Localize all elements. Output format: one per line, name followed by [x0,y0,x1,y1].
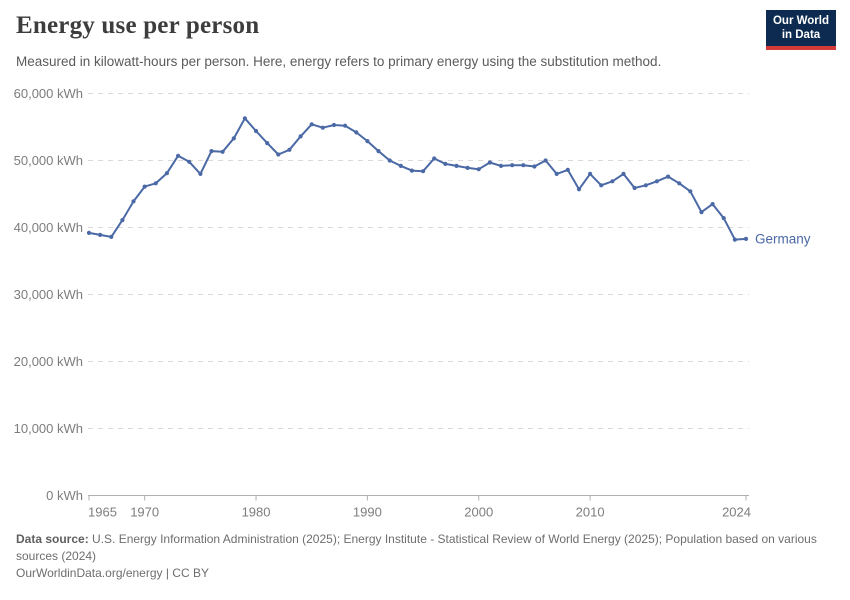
data-point[interactable] [699,210,704,215]
y-axis-label: 40,000 kWh [14,220,83,235]
data-point[interactable] [387,158,392,163]
y-axis-label: 0 kWh [46,488,83,503]
data-point[interactable] [231,136,236,141]
y-axis-label: 10,000 kWh [14,421,83,436]
data-point[interactable] [476,167,481,172]
x-axis-label: 2024 [722,505,751,520]
data-point[interactable] [276,152,281,157]
data-point[interactable] [298,134,303,139]
data-point[interactable] [721,216,726,221]
data-point[interactable] [309,122,314,127]
data-point[interactable] [654,179,660,184]
data-point[interactable] [510,163,515,168]
data-point[interactable] [688,189,693,194]
chart-subtitle: Measured in kilowatt-hours per person. H… [16,54,662,69]
data-source-text: U.S. Energy Information Administration (… [16,532,817,563]
energy-line-chart[interactable]: 0 kWh 10,000 kWh 20,000 kWh 30,000 kWh 40,00… [0,78,850,528]
data-point[interactable] [576,187,582,192]
y-axis-label: 50,000 kWh [14,153,83,168]
data-point[interactable] [86,230,92,235]
data-point[interactable] [220,149,225,154]
data-point[interactable] [153,181,158,186]
page-title: Energy use per person [16,12,260,39]
data-point[interactable] [732,237,738,242]
data-point[interactable] [554,171,559,176]
data-point[interactable] [265,141,270,146]
data-point[interactable] [465,165,470,170]
data-point[interactable] [432,156,437,161]
data-point[interactable] [666,174,671,179]
data-point[interactable] [209,149,214,154]
data-point[interactable] [198,171,203,176]
data-point[interactable] [354,130,359,135]
x-axis-label: 2010 [576,505,605,520]
data-source-line: Data source: U.S. Energy Information Adm… [16,531,834,565]
data-point[interactable] [409,168,414,173]
data-point[interactable] [176,153,181,158]
data-point[interactable] [599,183,604,188]
series-label-germany[interactable]: Germany [755,231,811,246]
data-point[interactable] [131,199,136,204]
data-point[interactable] [521,163,526,168]
data-point[interactable] [187,159,192,164]
y-axis-label: 30,000 kWh [14,287,83,302]
data-point[interactable] [109,234,114,239]
data-point[interactable] [343,123,348,128]
data-source-label: Data source: [16,532,89,546]
chart-footer: Data source: U.S. Energy Information Adm… [16,531,834,581]
data-point[interactable] [487,160,492,165]
data-point[interactable] [421,169,426,174]
x-axis-label: 1970 [130,505,159,520]
data-point[interactable] [710,202,715,207]
data-point[interactable] [454,163,459,168]
x-axis-label: 2000 [464,505,493,520]
y-axis-label: 20,000 kWh [14,354,83,369]
license-link-line[interactable]: OurWorldinData.org/energy | CC BY [16,565,209,580]
data-point[interactable] [621,171,626,176]
data-point[interactable] [632,185,637,191]
data-point[interactable] [376,149,381,154]
data-point[interactable] [398,163,403,168]
data-point[interactable] [287,147,292,152]
data-point[interactable] [498,163,504,168]
y-axis-label: 60,000 kWh [14,86,83,101]
data-point[interactable] [365,139,370,144]
data-point[interactable] [588,171,593,176]
owid-logo-line2: in Data [781,28,821,41]
data-point[interactable] [242,116,247,121]
data-point[interactable] [98,232,103,237]
data-point[interactable] [532,164,537,169]
data-point[interactable] [677,181,682,186]
data-point[interactable] [142,184,147,189]
owid-logo[interactable]: Our World in Data [766,10,836,51]
data-point[interactable] [253,128,259,134]
data-point[interactable] [331,122,337,128]
data-point[interactable] [543,158,548,163]
data-point[interactable] [164,171,169,176]
data-point[interactable] [610,179,615,184]
data-point[interactable] [643,183,648,188]
x-axis-label: 1980 [242,505,271,520]
data-point[interactable] [443,161,448,166]
data-point[interactable] [120,218,125,223]
data-point[interactable] [320,125,325,130]
data-point[interactable] [743,236,749,241]
owid-logo-line1: Our World [772,15,829,27]
x-axis-label: 1990 [353,505,382,520]
germany-line[interactable] [88,117,747,241]
x-axis-label: 1965 [88,505,117,520]
data-point[interactable] [565,167,570,172]
